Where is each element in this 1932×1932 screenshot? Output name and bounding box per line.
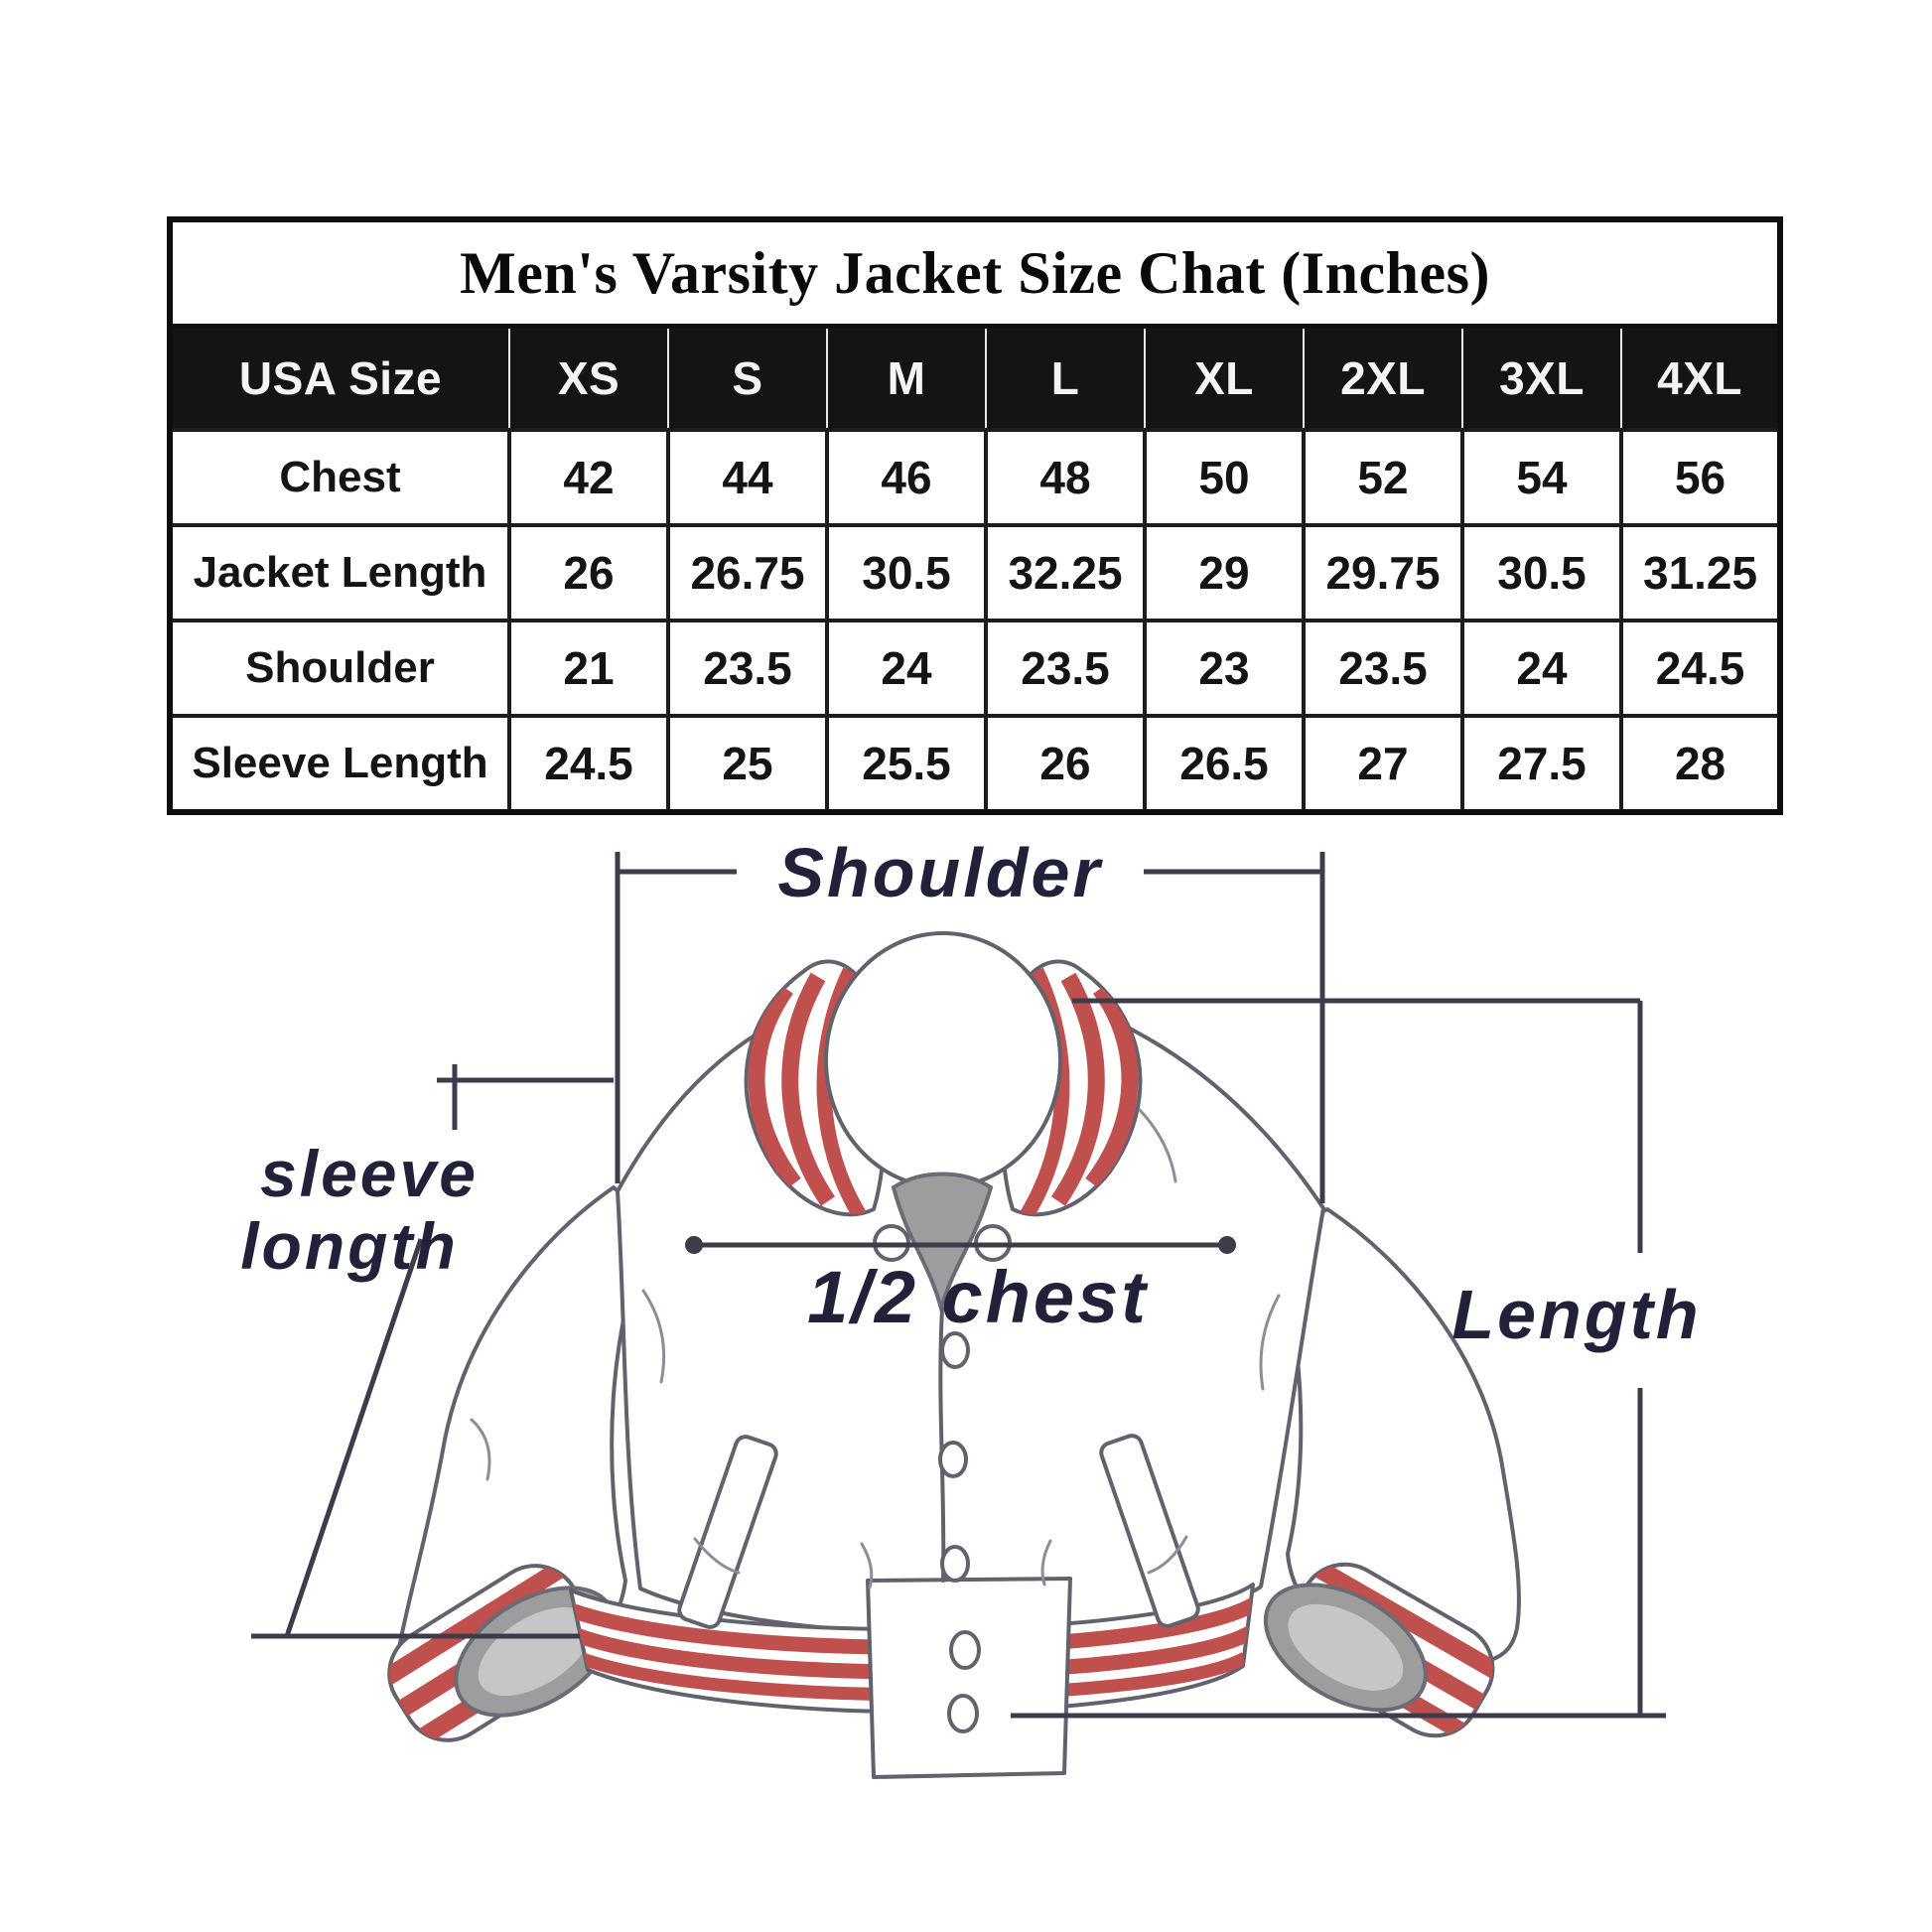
size-value-cell: 24.5 — [1618, 619, 1783, 718]
size-value-cell: 23.5 — [666, 619, 829, 718]
size-value-cell: 52 — [1302, 428, 1464, 527]
column-header-usa-size: USA Size — [170, 326, 509, 430]
shoulder-dimension-label: Shoulder — [777, 834, 1103, 911]
row-label: Shoulder — [168, 619, 511, 718]
size-value-cell: 50 — [1143, 428, 1306, 527]
column-header-m: M — [826, 326, 986, 430]
size-value-cell: 26 — [984, 714, 1147, 814]
size-table-header-row: USA Size XS S M L XL 2XL 3XL 4XL — [170, 326, 1781, 430]
size-table: Men's Varsity Jacket Size Chat (Inches) … — [167, 216, 1784, 815]
dimension-lines — [251, 852, 1666, 1719]
table-row: Sleeve Length 24.5 25 25.5 26 26.5 27 27.5 28 — [168, 714, 1783, 814]
size-value-cell: 54 — [1460, 428, 1623, 527]
column-header-xs: XS — [508, 326, 668, 430]
size-value-cell: 30.5 — [1460, 523, 1623, 622]
size-value-cell: 23.5 — [984, 619, 1147, 718]
size-value-cell: 23 — [1143, 619, 1306, 718]
size-value-cell: 24.5 — [507, 714, 670, 814]
size-value-cell: 27.5 — [1460, 714, 1623, 814]
row-label: Chest — [168, 428, 511, 527]
size-value-cell: 25.5 — [825, 714, 988, 814]
collar — [744, 931, 1143, 1316]
size-value-cell: 56 — [1618, 428, 1783, 527]
waist-placket — [866, 1577, 1072, 1779]
table-title-row: Men's Varsity Jacket Size Chat (Inches) — [170, 219, 1781, 329]
table-row: Shoulder 21 23.5 24 23.5 23 23.5 24 24.5 — [168, 619, 1783, 718]
column-header-4xl: 4XL — [1619, 326, 1781, 430]
neck-opening — [824, 931, 1062, 1189]
column-header-2xl: 2XL — [1303, 326, 1462, 430]
table-row: Chest 42 44 46 48 50 52 54 56 — [168, 428, 1783, 527]
column-header-l: L — [985, 326, 1145, 430]
column-header-3xl: 3XL — [1461, 326, 1621, 430]
size-value-cell: 31.25 — [1618, 523, 1783, 622]
column-header-xl: XL — [1144, 326, 1304, 430]
table-title: Men's Varsity Jacket Size Chat (Inches) — [170, 219, 1781, 329]
size-value-cell: 24 — [1460, 619, 1623, 718]
size-table-body-root: Men's Varsity Jacket Size Chat (Inches) … — [168, 219, 1783, 814]
table-row: Jacket Length 26 26.75 30.5 32.25 29 29.75 30.5… — [168, 523, 1783, 622]
size-value-cell: 26.75 — [666, 523, 829, 622]
size-value-cell: 21 — [507, 619, 670, 718]
size-value-cell: 26.5 — [1143, 714, 1306, 814]
sleeve-length-label-line2: longth — [240, 1209, 459, 1283]
right-cuff — [1263, 1555, 1509, 1745]
column-header-s: S — [667, 326, 827, 430]
left-pocket — [677, 1435, 778, 1629]
half-chest-label: 1/2 chest — [807, 1256, 1149, 1338]
size-value-cell: 28 — [1618, 714, 1783, 814]
size-value-cell: 29 — [1143, 523, 1306, 622]
size-value-cell: 46 — [825, 428, 988, 527]
row-label: Sleeve Length — [168, 714, 511, 814]
length-dimension-label: Length — [1451, 1276, 1701, 1353]
size-value-cell: 48 — [984, 428, 1147, 527]
wrinkle-lines — [470, 1108, 1281, 1589]
size-value-cell: 25 — [666, 714, 829, 814]
right-sleeve — [1271, 1207, 1522, 1664]
row-label: Jacket Length — [168, 523, 511, 622]
size-value-cell: 42 — [507, 428, 670, 527]
size-value-cell: 23.5 — [1302, 619, 1464, 718]
sleeve-length-label-line1: sleeve — [260, 1137, 479, 1210]
size-value-cell: 44 — [666, 428, 829, 527]
size-value-cell: 30.5 — [825, 523, 988, 622]
size-value-cell: 32.25 — [984, 523, 1147, 622]
right-pocket — [1099, 1434, 1200, 1628]
size-value-cell: 24 — [825, 619, 988, 718]
size-value-cell: 27 — [1302, 714, 1464, 814]
left-cuff — [372, 1555, 617, 1751]
collar-tab — [891, 1172, 994, 1316]
size-value-cell: 26 — [507, 523, 670, 622]
size-value-cell: 29.75 — [1302, 523, 1464, 622]
front-placket — [938, 1307, 970, 1583]
